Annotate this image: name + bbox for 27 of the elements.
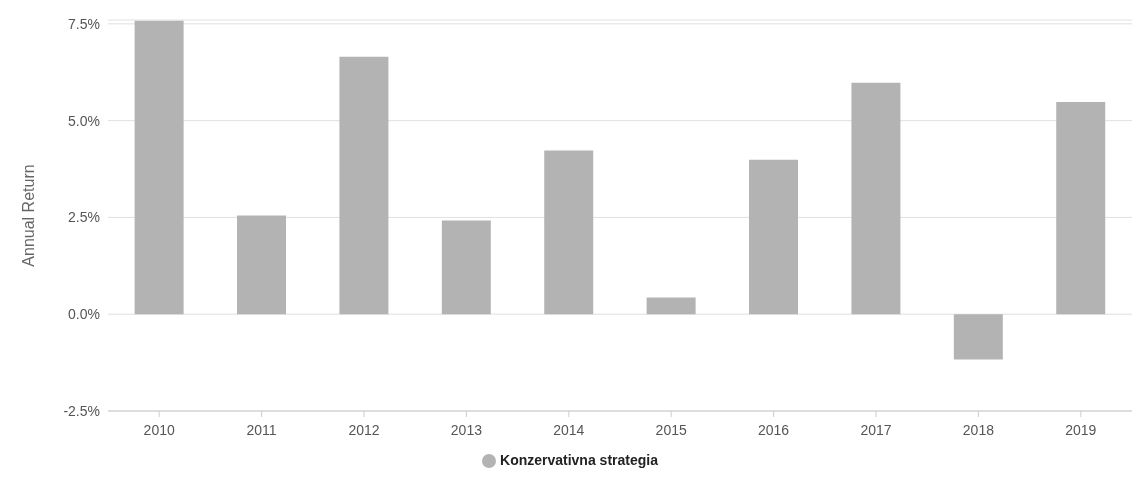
bar bbox=[749, 159, 799, 315]
bar bbox=[441, 220, 491, 315]
y-tick-label: 0.0% bbox=[68, 306, 100, 323]
x-tick-label: 2019 bbox=[1065, 421, 1097, 438]
bar bbox=[237, 215, 287, 315]
bar bbox=[851, 82, 901, 315]
y-tick-label: 2.5% bbox=[68, 209, 100, 226]
legend-label: Konzervativna strategia bbox=[500, 452, 658, 468]
bar bbox=[134, 20, 184, 315]
bar bbox=[1056, 102, 1106, 315]
x-tick-label: 2018 bbox=[962, 421, 995, 438]
x-tick-label: 2013 bbox=[450, 421, 483, 438]
y-tick-label: 7.5% bbox=[68, 15, 100, 32]
y-tick-label: 5.0% bbox=[68, 112, 100, 129]
x-tick-label: 2011 bbox=[246, 421, 277, 438]
bar bbox=[953, 314, 1003, 360]
y-axis-title: Annual Return bbox=[19, 164, 37, 267]
y-tick-label: -2.5% bbox=[63, 402, 100, 419]
bar bbox=[339, 56, 389, 315]
bar bbox=[544, 150, 594, 315]
x-tick-label: 2012 bbox=[348, 421, 380, 438]
x-tick-label: 2016 bbox=[758, 421, 790, 438]
x-tick-label: 2014 bbox=[553, 421, 585, 438]
x-tick-label: 2017 bbox=[860, 421, 892, 438]
x-tick-label: 2010 bbox=[143, 421, 175, 438]
x-tick-label: 2015 bbox=[655, 421, 687, 438]
bar bbox=[646, 297, 696, 315]
